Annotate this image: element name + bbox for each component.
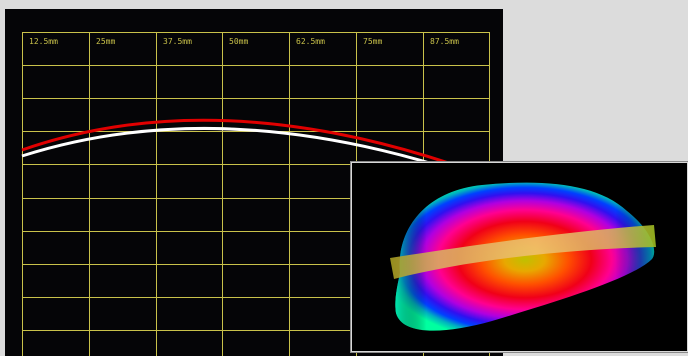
inner-surface-curve <box>21 126 466 176</box>
scale-label-1: 12.5mm <box>29 37 58 46</box>
scale-label-4: 50mm <box>229 37 249 46</box>
scale-label-2: 25mm <box>96 37 116 46</box>
scale-label-5: 62.5mm <box>296 37 325 46</box>
lens-3d-preview-panel[interactable] <box>351 162 688 352</box>
cross-section-band <box>390 225 656 279</box>
scale-label-7: 87.5mm <box>430 37 459 46</box>
scale-label-3: 37.5mm <box>163 37 192 46</box>
lens-3d-preview-canvas[interactable] <box>352 163 687 351</box>
lens-rim-shading <box>395 182 655 331</box>
outer-surface-curve <box>21 118 476 174</box>
scale-label-6: 75mm <box>363 37 383 46</box>
